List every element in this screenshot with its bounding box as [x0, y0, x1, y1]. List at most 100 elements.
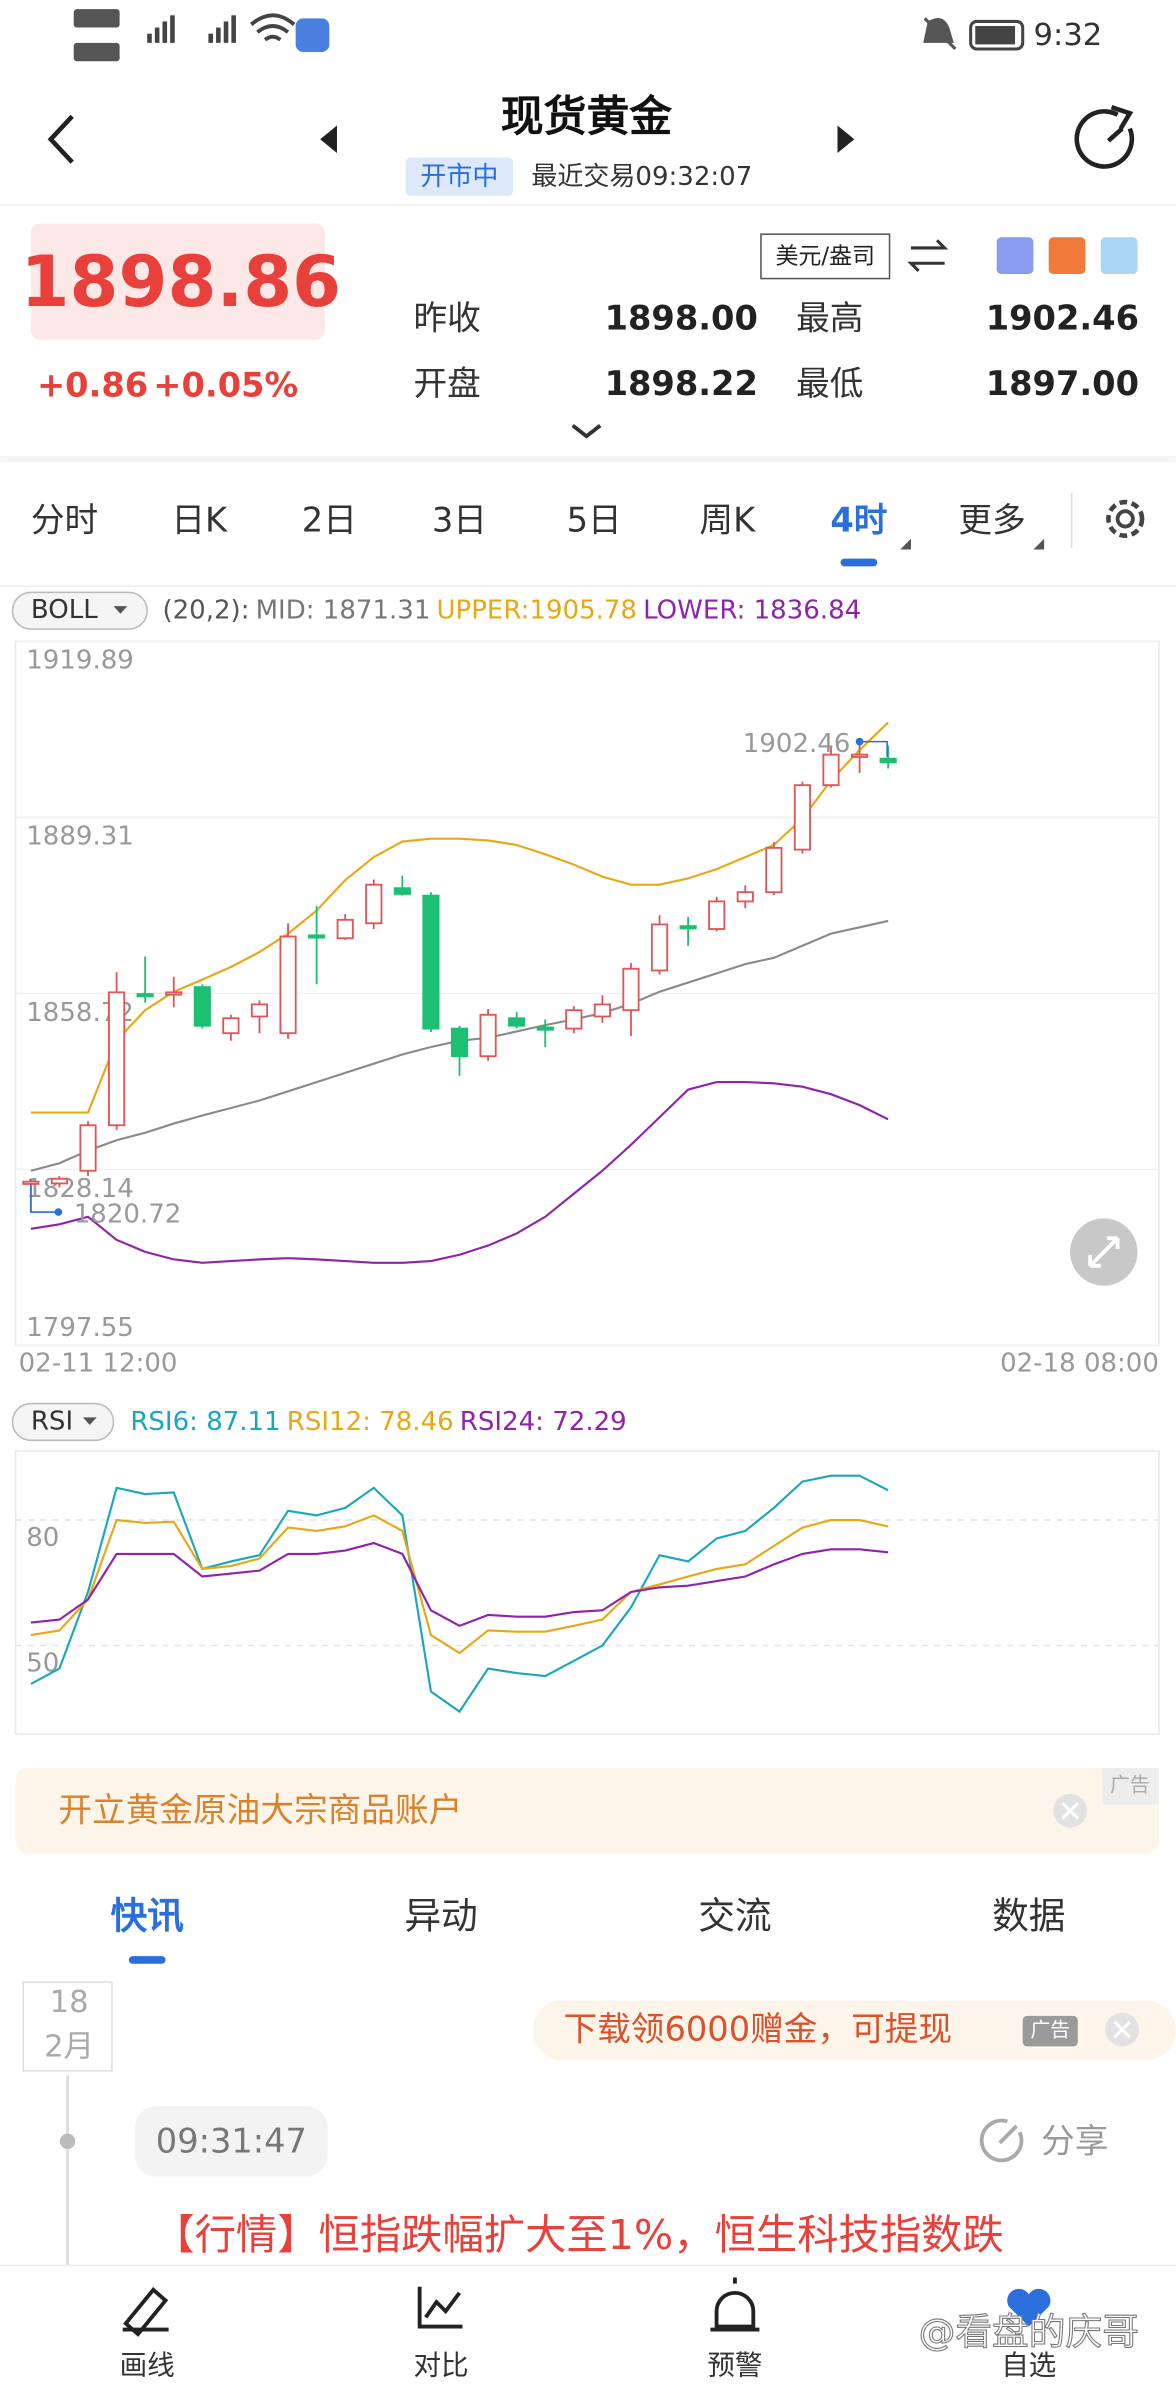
candle-body [136, 993, 154, 998]
candle-body [822, 753, 840, 787]
back-icon[interactable] [47, 114, 74, 164]
watermark: @看盘的庆哥 [919, 2311, 1139, 2354]
news-tab[interactable]: 异动 [404, 1894, 477, 1937]
ad-tag [1022, 2015, 1078, 2047]
y-tick-label: 1919.89 [26, 646, 134, 676]
candle-body [622, 967, 640, 1012]
tab-arrow [1033, 538, 1045, 550]
status-icons [73, 9, 1025, 62]
ad-banner[interactable] [532, 2000, 1176, 2061]
nav-label[interactable]: 自选 [1001, 2349, 1056, 2381]
expand-chevron[interactable] [571, 423, 602, 439]
indicator-pill[interactable] [11, 591, 148, 630]
period-tab[interactable]: 日K [171, 500, 228, 539]
dropdown-arrow [113, 606, 128, 614]
candle-body [765, 846, 783, 894]
x-tick-label: 02-18 08:00 [1000, 1348, 1159, 1378]
stat-value: 1902.46 [986, 298, 1139, 337]
next-icon[interactable] [837, 125, 855, 154]
indicator-line [30, 1541, 889, 1628]
news-tab[interactable]: 交流 [698, 1894, 771, 1937]
news-time: 09:31:47 [156, 2121, 307, 2160]
low-label: 1820.72 [74, 1200, 182, 1230]
nav-icon[interactable] [417, 2286, 463, 2329]
chart-frame [14, 1450, 1160, 1735]
tab-underline [128, 1956, 166, 1964]
nav-label[interactable]: 对比 [414, 2349, 469, 2381]
low-marker [54, 1208, 63, 1216]
period-tab[interactable]: 5日 [567, 500, 622, 539]
indicator-line [30, 1081, 889, 1264]
ad-text[interactable]: 下载领6000赠金，可提现 [564, 2010, 953, 2049]
tool-icon[interactable] [996, 237, 1034, 274]
unit-box[interactable] [760, 233, 891, 280]
news-headline[interactable]: 【行情】恒指跌幅扩大至1%，恒生科技指数跌 [153, 2211, 1003, 2259]
close-icon[interactable] [1105, 2012, 1140, 2047]
candle-body [308, 934, 326, 939]
settings-icon[interactable] [1106, 499, 1145, 539]
ad-text[interactable]: 开立黄金原油大宗商品账户 [58, 1791, 462, 1830]
period-tab[interactable]: 4时 [830, 500, 887, 539]
period-tab[interactable]: 2日 [302, 500, 357, 539]
tool-icon[interactable] [1048, 237, 1086, 274]
status-badge [405, 157, 513, 196]
y-tick-label: 50 [26, 1648, 59, 1678]
news-tab[interactable]: 数据 [992, 1894, 1065, 1937]
x-tick-label: 02-11 12:00 [19, 1348, 178, 1378]
legend-entry: RSI24: 72.29 [460, 1406, 627, 1436]
y-tick-label: 1828.14 [26, 1174, 134, 1204]
candle-body [193, 986, 211, 1027]
date-day: 18 [50, 1985, 89, 2020]
tab-underline [840, 558, 878, 567]
nav-icon[interactable] [1007, 2288, 1051, 2327]
fullscreen-button[interactable] [1070, 1218, 1138, 1286]
nav-icon[interactable] [710, 2277, 760, 2332]
indicator-pill[interactable] [11, 1402, 115, 1442]
legend-entry: UPPER:1905.78 [437, 595, 637, 625]
indicator-name[interactable]: BOLL [31, 595, 98, 625]
candle-body [450, 1027, 469, 1058]
share-icon[interactable] [979, 2118, 1024, 2163]
date-box [22, 1981, 113, 2072]
tool-icon[interactable] [1100, 237, 1138, 274]
period-tab[interactable]: 更多 [958, 500, 1025, 539]
period-tab[interactable]: 3日 [432, 500, 487, 539]
candle-body [22, 1180, 40, 1185]
share-label[interactable]: 分享 [1041, 2121, 1108, 2160]
prev-icon[interactable] [320, 125, 337, 154]
y-tick-label: 1889.31 [26, 822, 134, 852]
price-box [30, 223, 325, 340]
news-tab[interactable]: 快讯 [110, 1894, 184, 1937]
candle-body [565, 1009, 583, 1030]
candle-body [79, 1124, 97, 1172]
refresh-icon[interactable] [1074, 104, 1135, 169]
period-tab[interactable]: 分时 [31, 500, 98, 539]
swap-icon[interactable] [907, 239, 949, 273]
indicator-name[interactable]: RSI [31, 1406, 73, 1436]
ad-tag [1102, 1767, 1159, 1805]
nav-label[interactable]: 画线 [120, 2349, 175, 2381]
candle-body [336, 918, 354, 940]
nav-icon[interactable] [122, 2287, 169, 2337]
ad-banner[interactable] [15, 1767, 1159, 1854]
divider [0, 456, 1176, 463]
high-marker [855, 737, 864, 746]
stat-label: 昨收 [414, 298, 481, 337]
page-title: 现货黄金 [501, 92, 673, 142]
unit[interactable]: 美元/盎司 [776, 244, 875, 270]
legend-entry: LOWER: 1836.84 [643, 595, 861, 625]
timeline-dot [59, 2133, 76, 2149]
nav-label[interactable]: 预警 [707, 2349, 762, 2381]
close-icon[interactable] [1053, 1793, 1087, 1828]
period-tab[interactable]: 周K [699, 500, 756, 539]
candle-body [879, 757, 897, 764]
candle-body [393, 887, 411, 895]
candle-body [365, 883, 383, 925]
indicator-params: (20,2): [162, 595, 249, 625]
candle-body [222, 1017, 240, 1035]
candle-body [422, 894, 440, 1030]
stat-label: 最低 [796, 364, 863, 403]
